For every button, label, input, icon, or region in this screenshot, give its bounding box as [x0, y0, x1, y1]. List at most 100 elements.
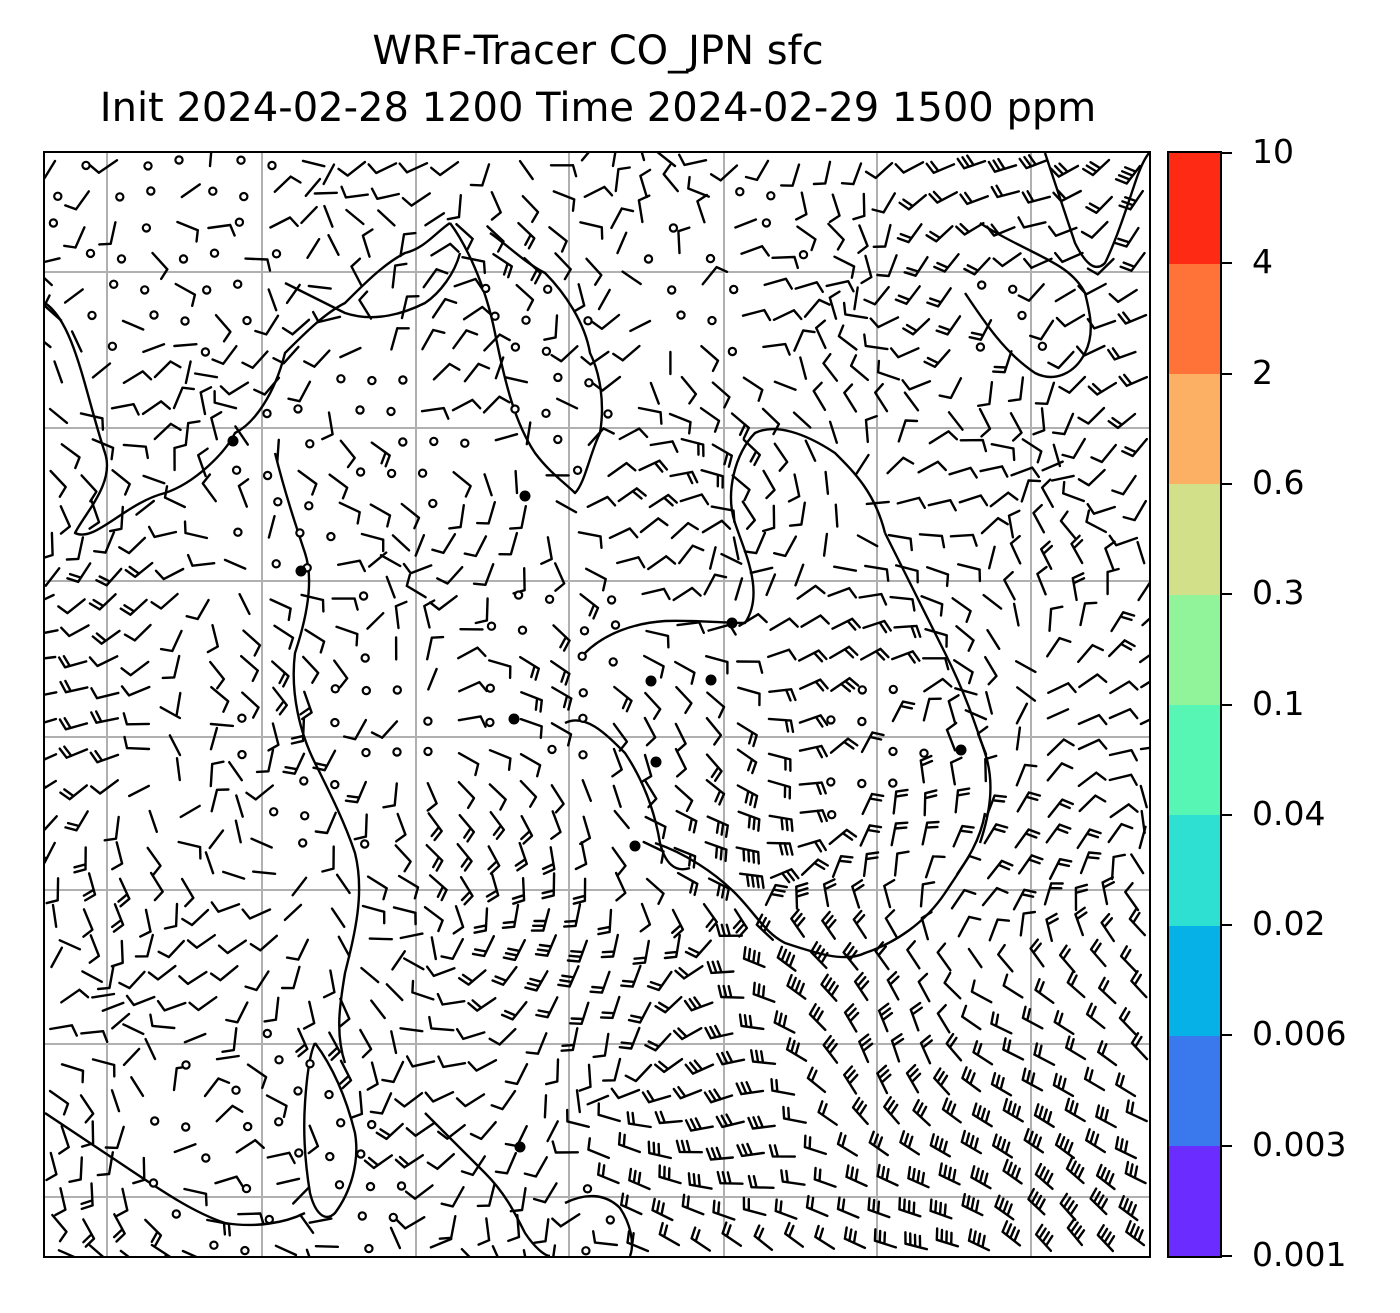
wind-barb — [404, 1184, 434, 1200]
calm-marker — [298, 838, 308, 848]
calm-marker — [330, 684, 340, 694]
wind-barb — [184, 420, 201, 447]
wind-barb — [743, 531, 767, 555]
wind-barb — [548, 226, 568, 253]
wind-barb — [116, 1187, 129, 1217]
wind-barb — [1086, 317, 1117, 330]
wind-barb — [425, 965, 456, 978]
wind-barb — [194, 372, 219, 379]
wind-barb — [762, 504, 776, 533]
wind-barb — [179, 804, 201, 819]
wind-barb — [452, 471, 472, 498]
wind-barb — [752, 981, 776, 1003]
wind-barb — [705, 717, 723, 746]
wind-barb — [701, 519, 732, 534]
wind-barb — [583, 185, 614, 198]
wind-barb — [122, 370, 153, 385]
calm-marker — [273, 497, 283, 507]
wind-barb — [146, 846, 162, 876]
wind-barb — [696, 193, 709, 224]
wind-barb — [110, 939, 124, 968]
wind-barb — [611, 747, 623, 778]
wind-barb — [517, 221, 536, 250]
wind-barb — [209, 760, 225, 788]
wind-barb — [123, 623, 152, 642]
calm-marker — [417, 468, 428, 478]
wind-barb — [712, 1199, 736, 1221]
wind-barb — [897, 419, 919, 443]
wind-barb — [483, 333, 511, 352]
calm-marker — [326, 531, 336, 542]
wind-barb — [742, 376, 764, 402]
wind-barb — [353, 813, 368, 841]
wind-barb — [141, 400, 171, 416]
wind-barb — [327, 234, 340, 256]
wind-barb — [837, 324, 858, 351]
wind-barb — [514, 841, 528, 872]
wind-barb — [961, 1066, 982, 1093]
wind-barb — [249, 934, 278, 952]
wind-barb — [658, 1221, 681, 1247]
wind-barb — [360, 966, 380, 984]
wind-barb — [321, 845, 335, 873]
wind-barb — [110, 903, 125, 933]
wind-barb — [323, 204, 334, 228]
wind-barb — [280, 965, 301, 990]
wind-barb — [515, 283, 535, 312]
wind-barb — [674, 747, 687, 778]
wind-barb — [602, 1057, 622, 1082]
wind-barb — [925, 160, 956, 174]
wind-barb — [954, 787, 971, 814]
wind-barb — [640, 153, 646, 162]
wind-barb — [359, 1028, 373, 1059]
wind-barb — [394, 600, 408, 630]
wind-barb — [876, 254, 898, 278]
wind-barb — [822, 1034, 839, 1064]
wind-barb — [500, 1001, 528, 1021]
wind-barb — [523, 257, 542, 285]
wind-barb — [432, 362, 461, 381]
wind-barb — [805, 1194, 829, 1218]
wind-barb — [328, 1031, 341, 1061]
calm-marker — [735, 187, 745, 197]
wind-barb — [210, 686, 230, 713]
colorbar-tick — [1222, 813, 1232, 816]
wind-barb — [903, 391, 920, 412]
station-dot — [514, 1141, 526, 1153]
wind-barb — [592, 1032, 610, 1059]
calm-marker — [231, 1085, 241, 1095]
wind-barb — [1023, 257, 1053, 269]
wind-barb — [209, 660, 226, 690]
wind-barb — [922, 657, 950, 671]
wind-barb — [399, 231, 417, 258]
wind-barb — [762, 469, 776, 500]
wind-barb — [269, 216, 299, 229]
wind-barb — [1077, 771, 1107, 788]
wind-barb — [860, 731, 885, 754]
wind-barb — [1015, 763, 1038, 787]
calm-marker — [115, 192, 125, 202]
wind-barb — [1077, 406, 1106, 425]
wind-barb — [1125, 1099, 1148, 1123]
wind-barb — [58, 717, 89, 731]
wind-barb — [490, 191, 502, 221]
wind-barb — [628, 1167, 651, 1191]
wind-barb — [370, 720, 399, 739]
calm-marker — [357, 1211, 367, 1221]
wind-barb — [118, 536, 147, 555]
calm-marker — [490, 311, 500, 321]
wind-barb — [491, 1245, 499, 1256]
wind-barb — [812, 381, 827, 412]
wind-barb — [423, 599, 436, 629]
wind-barb — [611, 153, 617, 168]
wind-barb — [717, 984, 745, 999]
wind-barb — [427, 667, 438, 691]
wind-barb — [785, 1037, 808, 1062]
wind-barb — [335, 873, 351, 895]
wind-barb — [1041, 460, 1064, 472]
colorbar-tick-label: 0.003 — [1252, 1124, 1347, 1164]
wind-barb — [180, 183, 201, 199]
wind-barb — [627, 1001, 652, 1024]
calm-marker — [668, 223, 679, 233]
wind-barb — [749, 566, 774, 575]
